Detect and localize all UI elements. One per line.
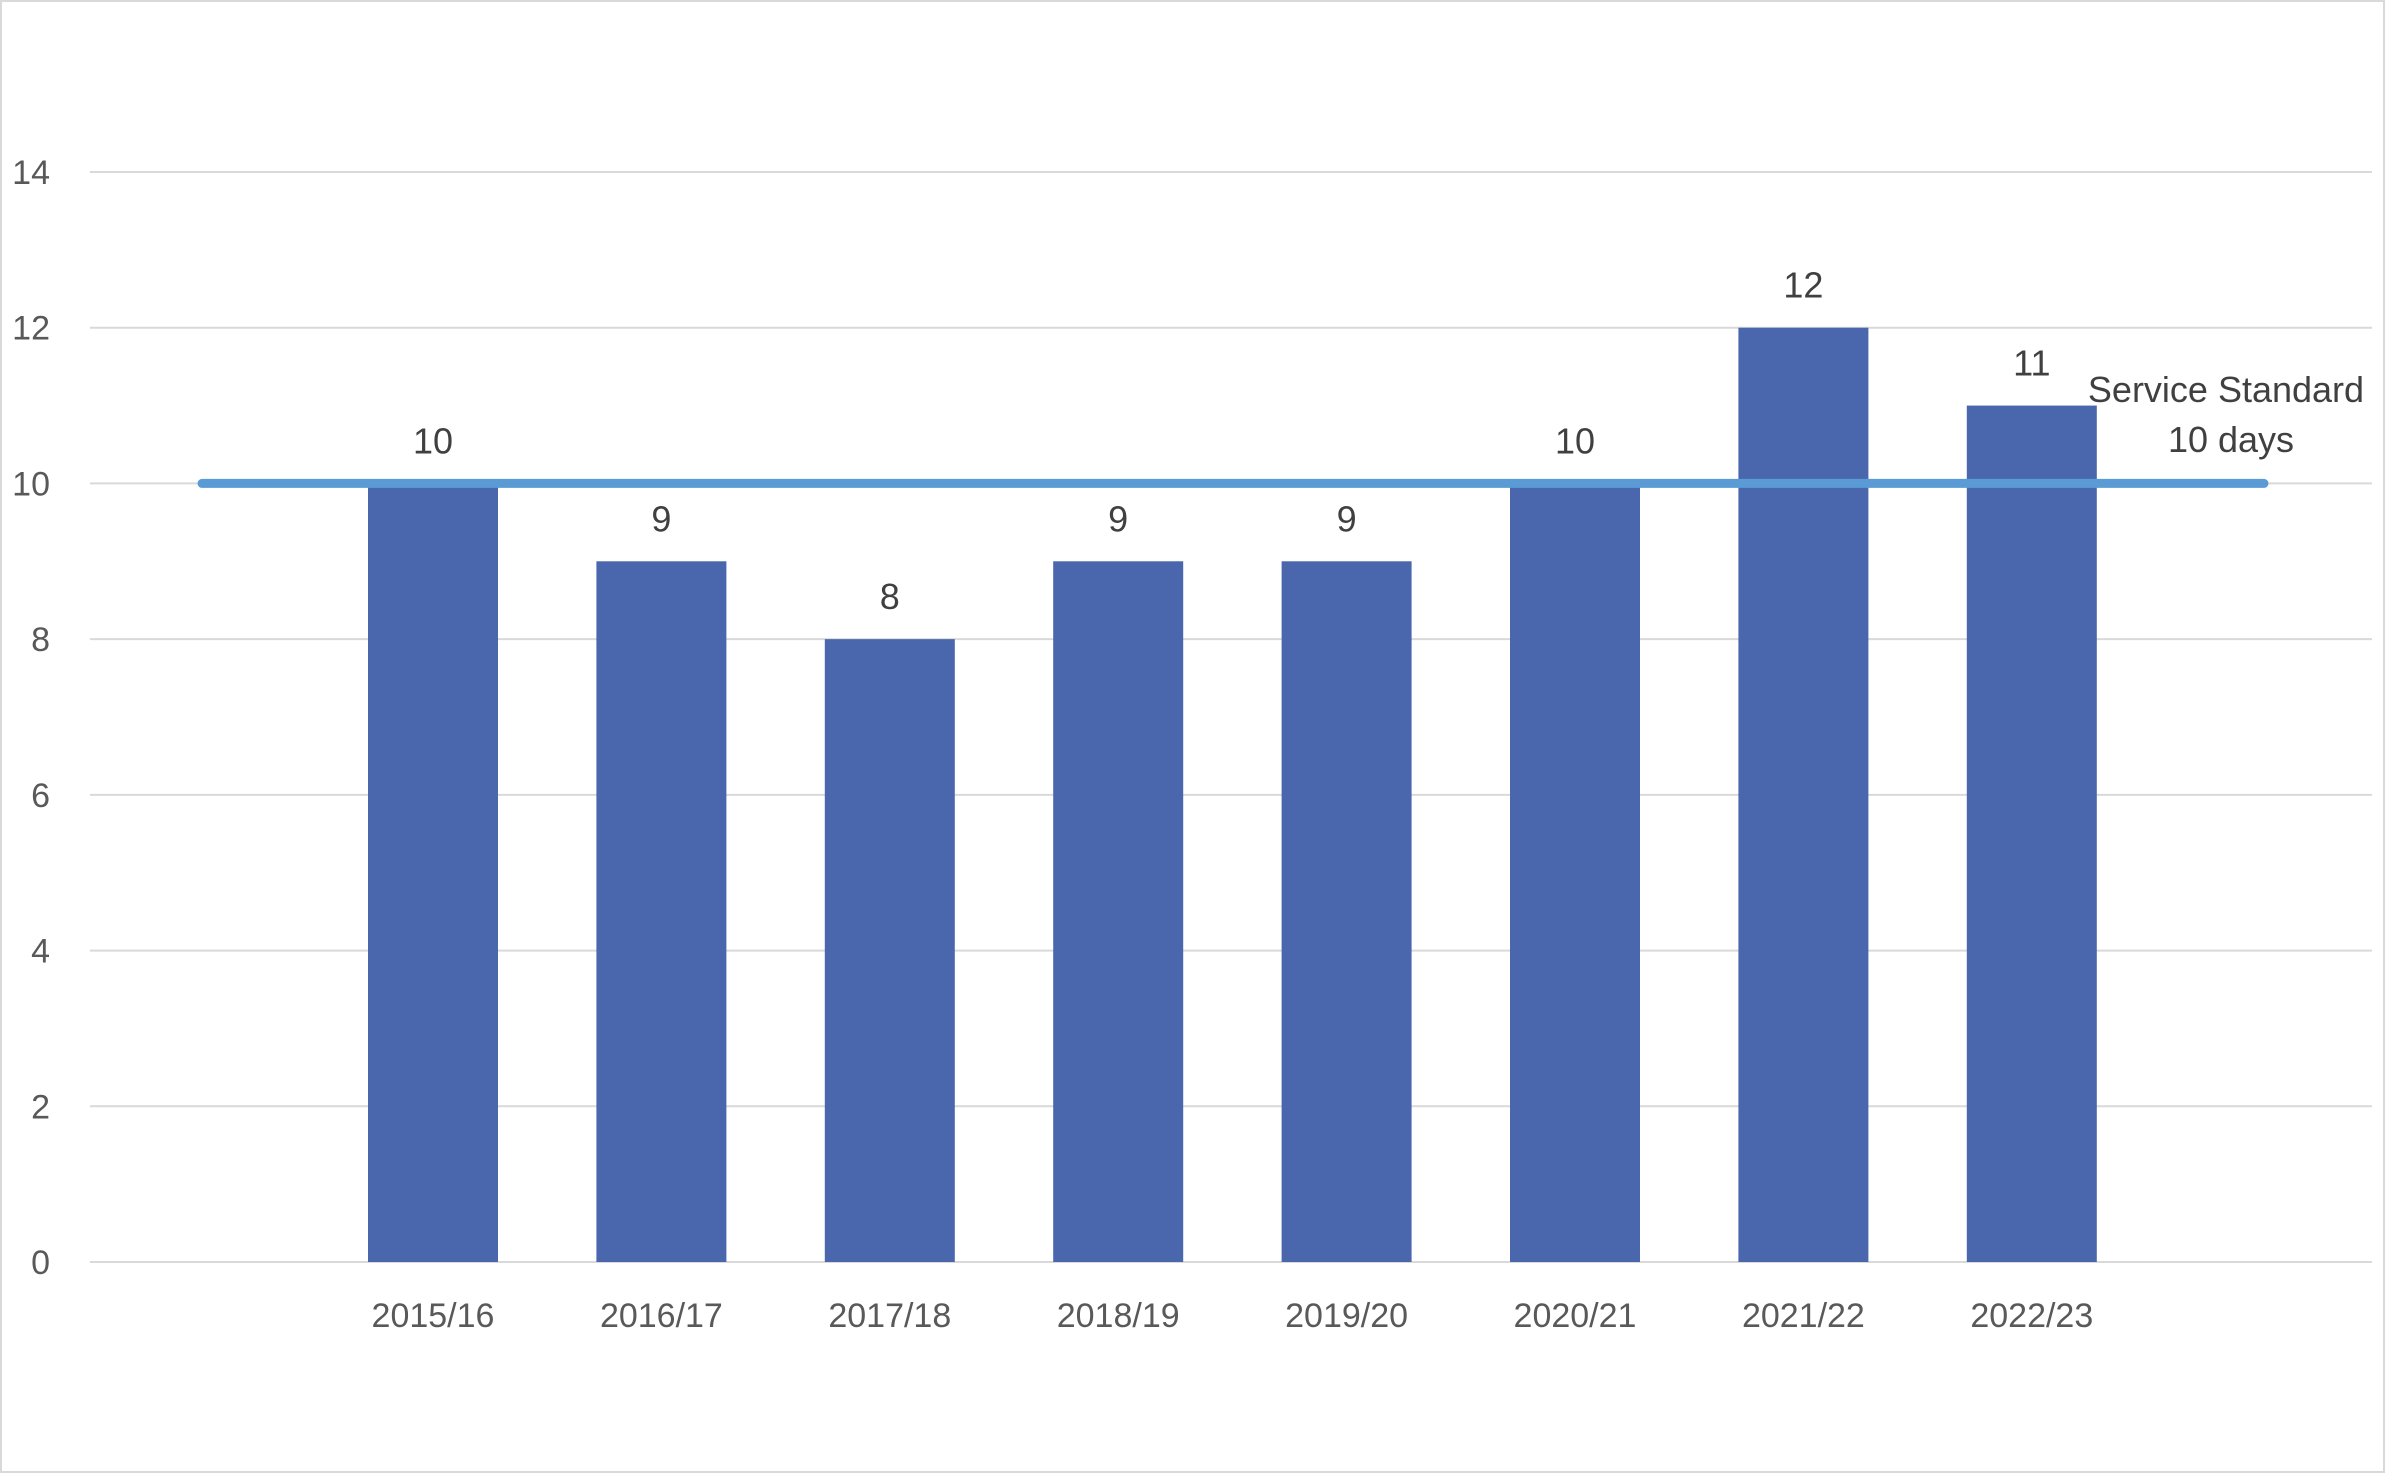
data-label-2017-18: 8 — [880, 576, 900, 617]
x-tick-label-2021-22: 2021/22 — [1742, 1297, 1865, 1335]
y-tick-label-10: 10 — [12, 465, 50, 503]
x-axis-ticks: 2015/16 2016/17 2017/18 2018/19 2019/20 2020/… — [372, 1297, 2094, 1335]
y-tick-label-14: 14 — [12, 154, 50, 192]
data-label-2019-20: 9 — [1337, 498, 1357, 539]
x-tick-label-2017-18: 2017/18 — [828, 1297, 951, 1335]
data-label-2015-16: 10 — [413, 420, 453, 461]
y-tick-label-0: 0 — [31, 1244, 50, 1282]
y-tick-label-4: 4 — [31, 933, 50, 971]
x-tick-label-2016-17: 2016/17 — [600, 1297, 723, 1335]
x-tick-label-2015-16: 2015/16 — [372, 1297, 495, 1335]
bar-2019-20 — [1281, 561, 1412, 1262]
service-standard-label-line-2: 10 days — [2168, 419, 2294, 460]
x-tick-label-2019-20: 2019/20 — [1285, 1297, 1408, 1335]
service-standard-annotation: Service Standard 10 days — [2088, 369, 2374, 460]
y-tick-label-12: 12 — [12, 310, 50, 348]
data-labels: 10 9 8 9 9 10 12 11 — [413, 265, 2051, 617]
y-axis-ticks: 0 2 4 6 8 10 12 14 — [12, 154, 50, 1282]
x-tick-label-2020-21: 2020/21 — [1514, 1297, 1637, 1335]
data-label-2016-17: 9 — [651, 498, 671, 539]
y-tick-label-6: 6 — [31, 777, 50, 815]
data-label-2018-19: 9 — [1108, 498, 1128, 539]
bar-2021-22 — [1738, 327, 1869, 1262]
bar-2022-23 — [1966, 405, 2097, 1263]
bar-2020-21 — [1510, 483, 1640, 1262]
data-label-2020-21: 10 — [1555, 420, 1595, 461]
bars — [368, 327, 2097, 1263]
y-tick-label-2: 2 — [31, 1088, 50, 1126]
bar-2015-16 — [368, 483, 498, 1262]
bar-2018-19 — [1053, 561, 1184, 1262]
data-label-2022-23: 11 — [2013, 343, 2050, 384]
bar-2017-18 — [824, 639, 955, 1262]
x-tick-label-2018-19: 2018/19 — [1057, 1297, 1180, 1335]
data-label-2021-22: 12 — [1783, 265, 1823, 306]
y-tick-label-8: 8 — [31, 621, 50, 659]
service-standard-label-line-1: Service Standard — [2088, 369, 2364, 410]
bar-2016-17 — [596, 561, 727, 1262]
x-tick-label-2022-23: 2022/23 — [1970, 1297, 2093, 1335]
